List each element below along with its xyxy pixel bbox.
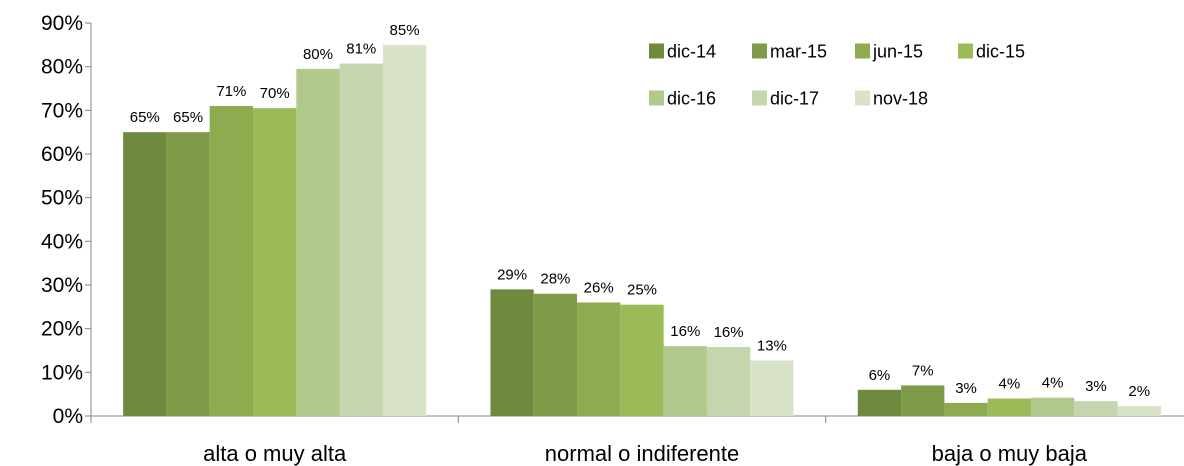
y-tick-label: 30% [41,274,83,297]
bar [296,68,340,416]
data-label: 4% [998,376,1020,393]
legend-label: dic-15 [976,42,1025,62]
legend-swatch [649,90,664,106]
data-label: 3% [1085,378,1107,395]
bar [857,389,902,416]
legend-label: dic-16 [667,89,716,109]
y-tick-label: 50% [41,187,83,210]
legend-item: dic-17 [752,89,819,109]
data-label: 6% [869,367,891,384]
bar [577,302,621,416]
bar [1074,401,1118,416]
y-axis: 0% 10% 20% 30% 40% 50% 60% 70% 80% 90% [41,12,92,428]
data-label: 26% [584,279,614,296]
legend-item: dic-14 [649,42,716,62]
legend-item: mar-15 [752,42,827,62]
x-category-label: baja o muy baja [932,441,1088,466]
data-label: 16% [714,324,744,341]
legend-label: nov-18 [873,89,928,109]
data-label: 85% [390,22,420,39]
bars [123,44,1161,417]
data-label: 80% [303,46,333,63]
data-label: 16% [670,323,700,340]
legend: dic-14 mar-15 jun-15 dic-15 dic-16 dic-17 nov-… [649,42,1025,109]
data-label: 71% [216,83,246,100]
legend-swatch [649,43,664,59]
bar [987,398,1031,416]
bar [944,402,988,416]
bar [663,346,707,416]
data-label: 29% [497,266,527,283]
legend-item: dic-16 [649,89,716,109]
y-tick-label: 60% [41,143,83,166]
bar [166,132,210,416]
bar [901,385,945,416]
data-label: 7% [912,362,934,379]
data-label: 13% [757,338,787,355]
y-tick-label: 70% [41,99,83,122]
data-label: 25% [627,282,657,299]
bar [1117,405,1161,416]
data-label: 65% [173,109,203,126]
bar [620,304,664,416]
data-label: 65% [130,109,160,126]
x-category-label: alta o muy alta [203,441,347,466]
data-label: 2% [1128,383,1150,400]
legend-label: dic-14 [667,42,716,62]
legend-swatch [855,43,870,59]
bar [253,108,297,417]
x-category-label: normal o indiferente [545,441,739,466]
bar [490,289,534,416]
legend-item: nov-18 [855,89,928,109]
legend-swatch [855,90,870,106]
y-tick-label: 20% [41,318,83,341]
bar [339,63,383,417]
x-axis: alta o muy alta normal o indiferente baja … [90,415,1184,466]
data-labels: 65% 65% 71% 70% 80% 81% 85% 29% 28% 26% 25% 16% 16% 1… [130,22,1150,400]
bar [750,360,794,416]
data-label: 81% [346,41,376,58]
legend-label: dic-17 [770,89,819,109]
data-label: 4% [1042,375,1064,392]
y-tick-label: 0% [53,405,83,428]
bar [1030,397,1075,416]
legend-swatch [752,43,767,59]
bar [209,105,254,416]
bar [123,132,167,416]
data-label: 28% [540,271,570,288]
y-tick-label: 80% [41,56,83,79]
y-tick-label: 40% [41,230,83,253]
legend-swatch [752,90,767,106]
y-tick-label: 10% [41,361,83,384]
y-tick-label: 90% [41,12,83,35]
data-label: 70% [260,85,290,102]
bar [382,44,427,416]
legend-label: mar-15 [770,42,827,62]
data-label: 3% [955,380,977,397]
legend-item: dic-15 [958,42,1025,62]
bar [533,293,578,416]
bar [706,347,751,416]
legend-swatch [958,43,973,59]
legend-label: jun-15 [872,42,923,62]
legend-item: jun-15 [855,42,923,62]
